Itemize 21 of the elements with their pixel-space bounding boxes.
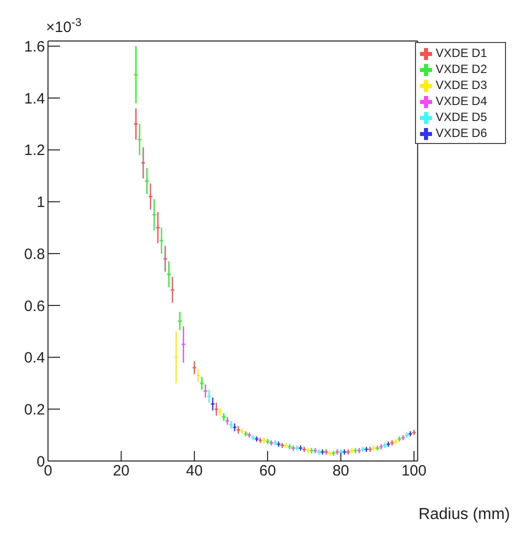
legend-label: VXDE D4 xyxy=(436,94,487,108)
y-tick-label: 1.2 xyxy=(24,142,45,160)
x-tick-label: 100 xyxy=(401,462,426,480)
legend-label: VXDE D5 xyxy=(436,110,487,124)
y-tick-label: 1.6 xyxy=(24,38,45,56)
y-tick-label: 0.4 xyxy=(24,350,45,367)
y-tick-label: 0.2 xyxy=(24,401,45,418)
text: ×10$^{-3}$ xyxy=(46,17,82,36)
x-tick-label: 80 xyxy=(332,462,350,480)
legend-label: VXDE D2 xyxy=(436,62,487,76)
x-tick-label: 40 xyxy=(186,462,203,480)
y-tick-label: 1.4 xyxy=(24,90,45,108)
y-tick-label: 0.6 xyxy=(24,298,45,315)
y-tick-label: 0.8 xyxy=(24,246,45,263)
x-tick-label: 60 xyxy=(259,462,276,480)
x-tick-label: 20 xyxy=(112,462,130,480)
legend-label: VXDE D3 xyxy=(436,78,487,92)
x-axis-title: Radius (mm) xyxy=(418,506,510,523)
legend-label: VXDE D6 xyxy=(436,126,487,140)
y-tick-label: 1 xyxy=(36,194,45,212)
legend-label: VXDE D1 xyxy=(436,46,487,60)
